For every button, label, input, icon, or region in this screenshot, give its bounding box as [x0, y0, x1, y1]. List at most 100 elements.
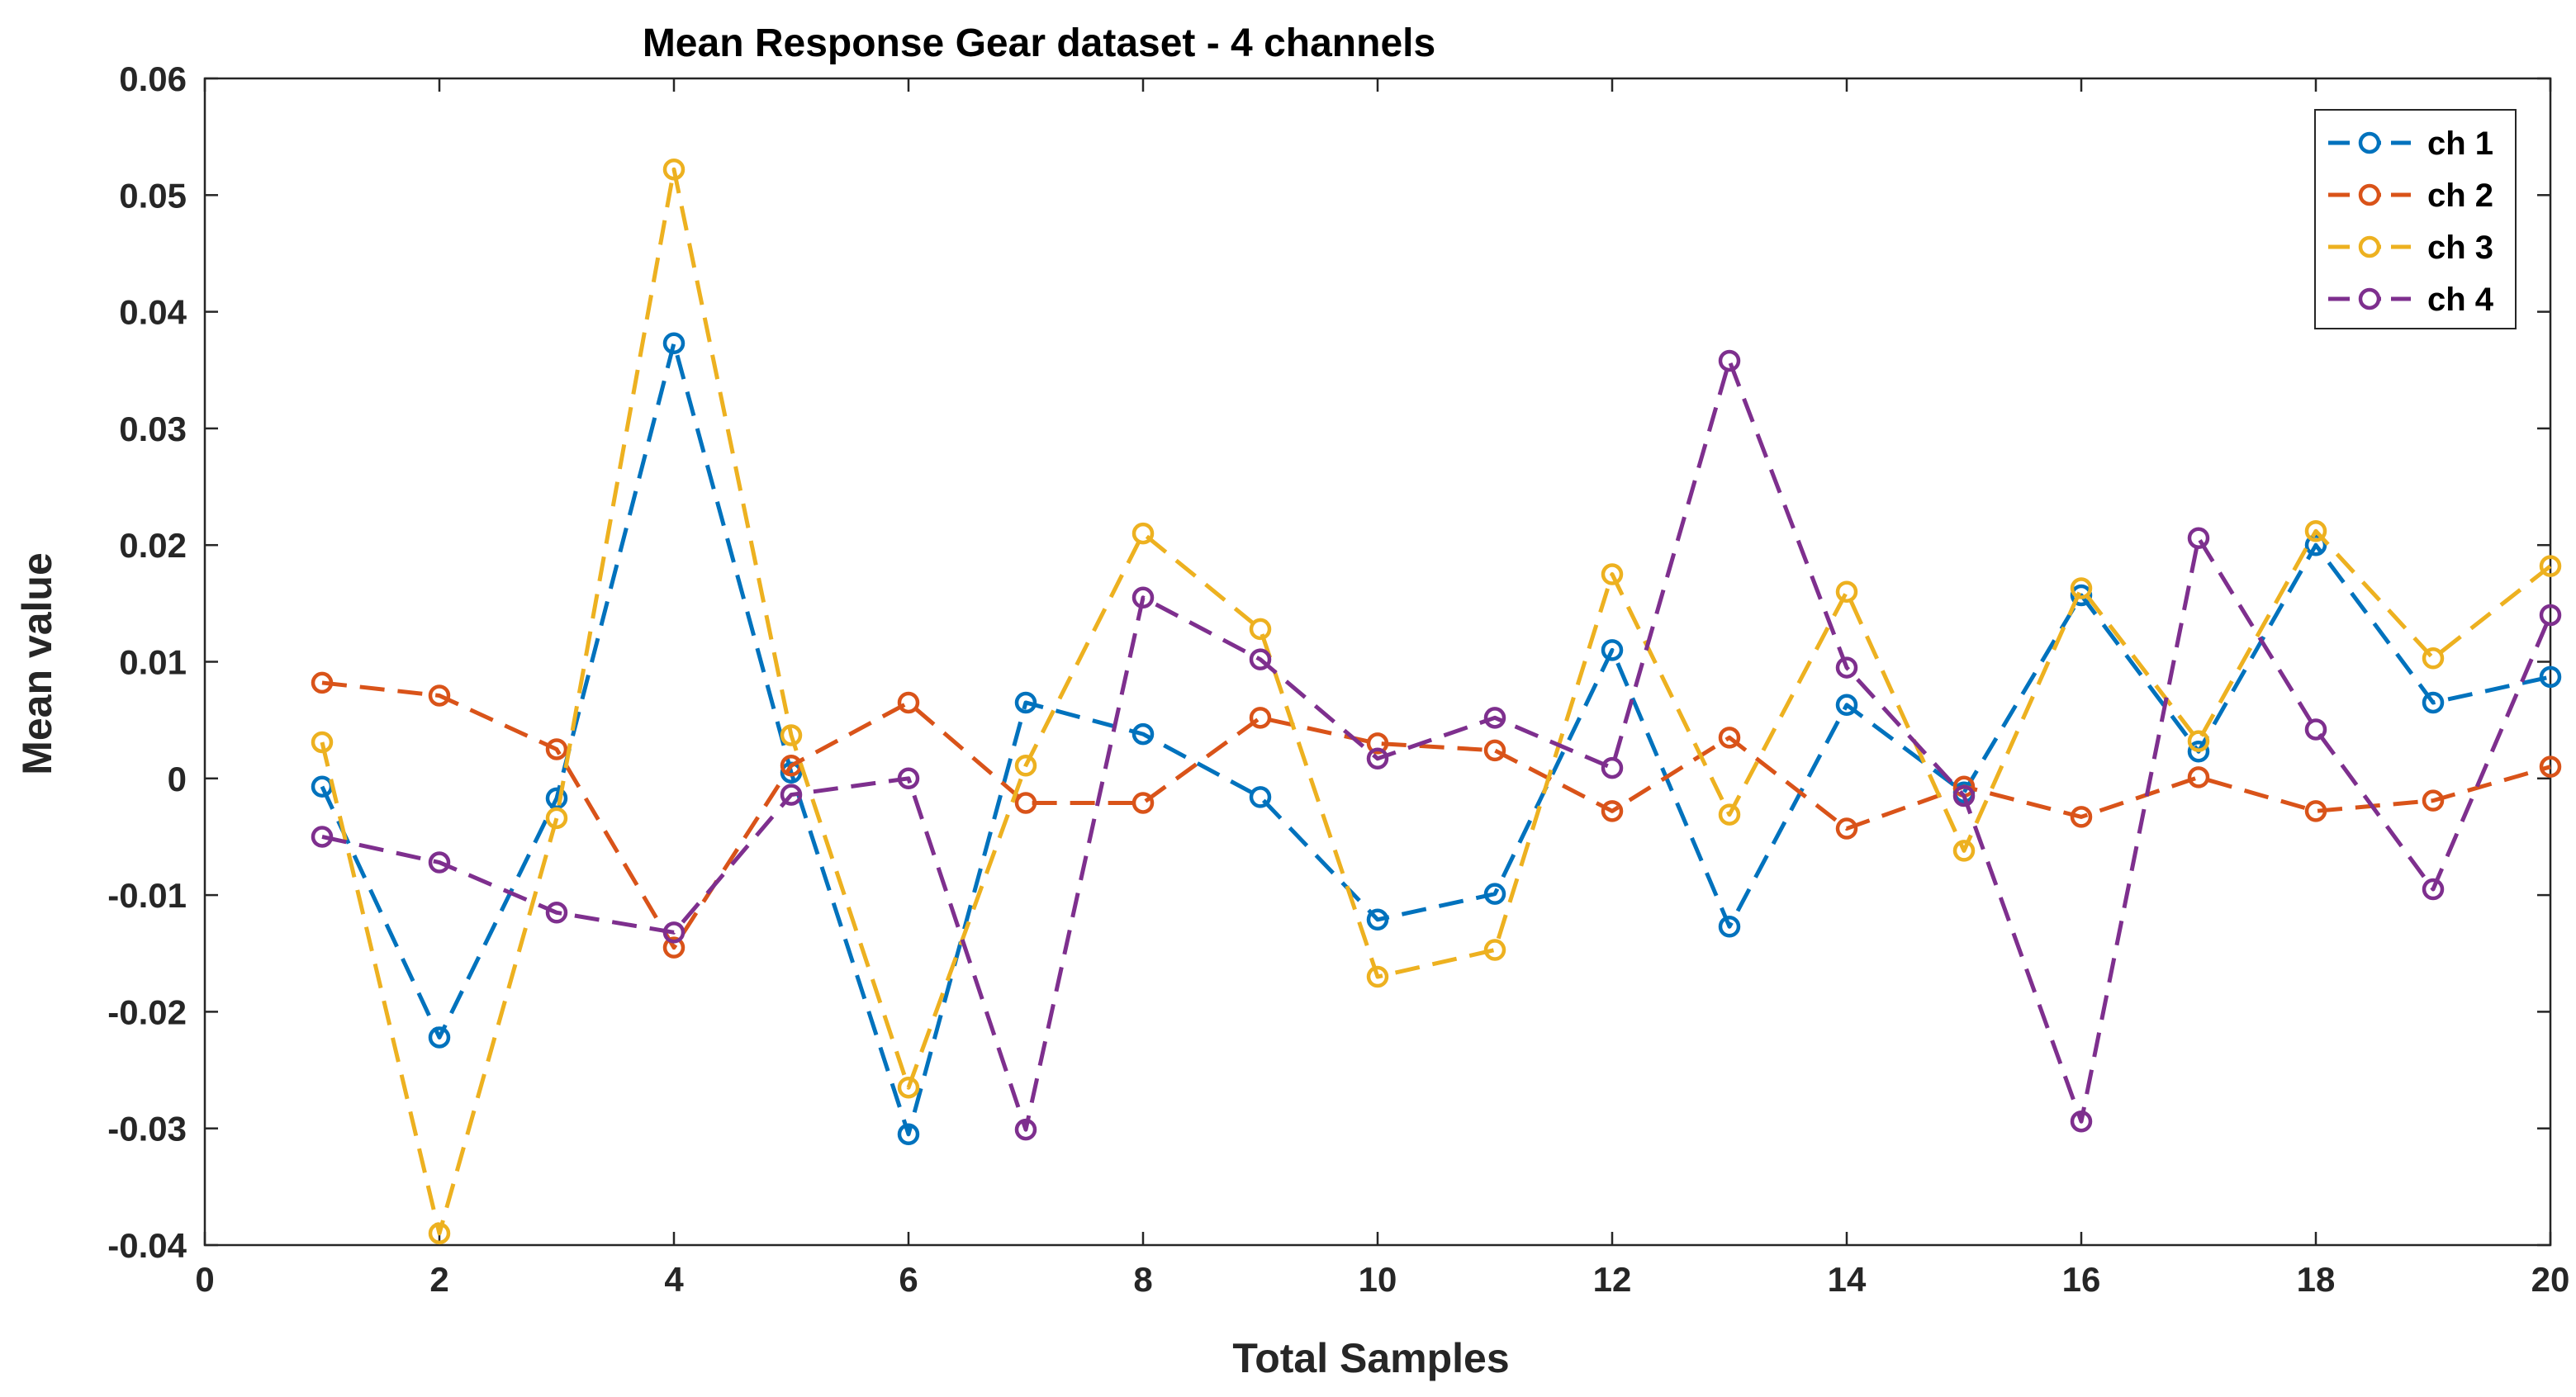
data-point — [1131, 722, 1155, 746]
data-point — [1249, 707, 1272, 729]
data-point — [1718, 727, 1741, 749]
legend-marker — [2358, 235, 2381, 258]
legend-item: ch 4 — [2328, 282, 2494, 318]
data-point — [2304, 519, 2327, 542]
data-point — [1014, 691, 1037, 714]
x-tick-label: 10 — [1359, 1260, 1397, 1299]
data-point — [545, 738, 568, 760]
y-tick-label: 0.06 — [119, 59, 187, 98]
data-point — [1366, 732, 1389, 755]
data-point — [1952, 784, 1976, 807]
legend-item: ch 1 — [2328, 125, 2493, 162]
data-point — [1483, 939, 1506, 961]
data-point — [1718, 803, 1741, 826]
y-tick-label: -0.01 — [107, 876, 187, 915]
data-point — [1131, 522, 1155, 545]
data-point — [2539, 665, 2562, 689]
data-point — [2070, 584, 2093, 607]
legend-marker — [2358, 183, 2381, 206]
series-line — [320, 167, 2552, 1236]
data-point — [662, 158, 686, 181]
y-tick-label: 0.02 — [119, 526, 187, 565]
data-point — [780, 724, 803, 746]
x-axis-label: Total Samples — [1232, 1335, 1509, 1381]
data-point — [2070, 806, 2093, 828]
data-point — [897, 1076, 920, 1099]
data-point — [2304, 718, 2327, 741]
data-point — [2539, 604, 2562, 627]
y-tick-label: 0.04 — [119, 293, 187, 332]
y-tick-label: 0.05 — [119, 176, 187, 215]
data-point — [662, 332, 686, 355]
legend-box — [2314, 109, 2517, 329]
data-point — [1366, 747, 1389, 770]
data-point — [2304, 533, 2327, 556]
data-point — [1014, 1118, 1037, 1141]
legend-label: ch 2 — [2427, 178, 2493, 214]
y-tick-label: 0.03 — [119, 410, 187, 448]
y-tick-label: 0.01 — [119, 643, 187, 682]
data-point — [428, 1222, 451, 1245]
x-tick-label: 14 — [1828, 1260, 1867, 1299]
data-point — [1718, 916, 1741, 938]
data-point — [2539, 755, 2562, 778]
data-point — [1366, 965, 1389, 988]
data-point — [2422, 789, 2445, 812]
series-line — [321, 358, 2553, 1132]
data-point — [2070, 1110, 2093, 1133]
data-point — [545, 807, 568, 830]
x-tick-label: 16 — [2062, 1260, 2101, 1299]
series-ch-4 — [311, 349, 2562, 1141]
series-line — [320, 341, 2551, 1137]
y-tick-label: -0.04 — [107, 1226, 187, 1265]
legend-label: ch 4 — [2427, 282, 2494, 318]
data-point — [1835, 656, 1858, 679]
data-point — [897, 1123, 920, 1146]
legend-item: ch 3 — [2328, 230, 2493, 266]
x-tick-label: 4 — [664, 1260, 684, 1299]
series-ch-1 — [311, 332, 2562, 1146]
series-ch-2 — [311, 671, 2562, 959]
x-tick-label: 6 — [899, 1260, 918, 1299]
data-point — [1131, 792, 1155, 814]
data-point — [1483, 739, 1506, 762]
data-point — [662, 921, 686, 944]
data-point — [1249, 786, 1272, 808]
x-tick-label: 18 — [2297, 1260, 2336, 1299]
data-point — [2422, 647, 2445, 670]
data-point — [1601, 639, 1624, 661]
data-point — [1366, 908, 1389, 931]
y-tick-label: -0.02 — [107, 992, 187, 1031]
data-point — [1718, 349, 1741, 372]
x-tick-label: 2 — [429, 1260, 448, 1299]
legend: ch 1 ch 2 ch 3 ch 4 — [2314, 109, 2517, 329]
data-point — [428, 1026, 451, 1049]
data-point — [1014, 755, 1037, 777]
data-point — [1952, 840, 1976, 862]
data-point — [545, 902, 568, 924]
data-point — [428, 684, 451, 707]
y-tick-label: 0 — [168, 760, 187, 798]
data-point — [2422, 878, 2445, 901]
data-point — [1601, 756, 1624, 779]
legend-label: ch 3 — [2427, 230, 2493, 266]
x-tick-label: 12 — [1593, 1260, 1632, 1299]
y-tick-label: -0.03 — [107, 1110, 187, 1148]
data-point — [897, 691, 920, 714]
data-point — [2187, 730, 2210, 752]
legend-marker — [2358, 131, 2381, 154]
data-point — [311, 731, 334, 754]
data-point — [1835, 817, 1858, 840]
data-point — [1483, 883, 1506, 905]
data-point — [1249, 648, 1272, 670]
data-point — [2187, 741, 2210, 763]
data-point — [1014, 792, 1037, 814]
data-point — [2422, 691, 2445, 714]
data-point — [1249, 618, 1272, 641]
series-ch-3 — [311, 158, 2562, 1245]
x-tick-label: 20 — [2531, 1260, 2570, 1299]
data-point — [2070, 577, 2093, 599]
legend-item: ch 2 — [2328, 178, 2493, 214]
data-point — [662, 936, 686, 959]
